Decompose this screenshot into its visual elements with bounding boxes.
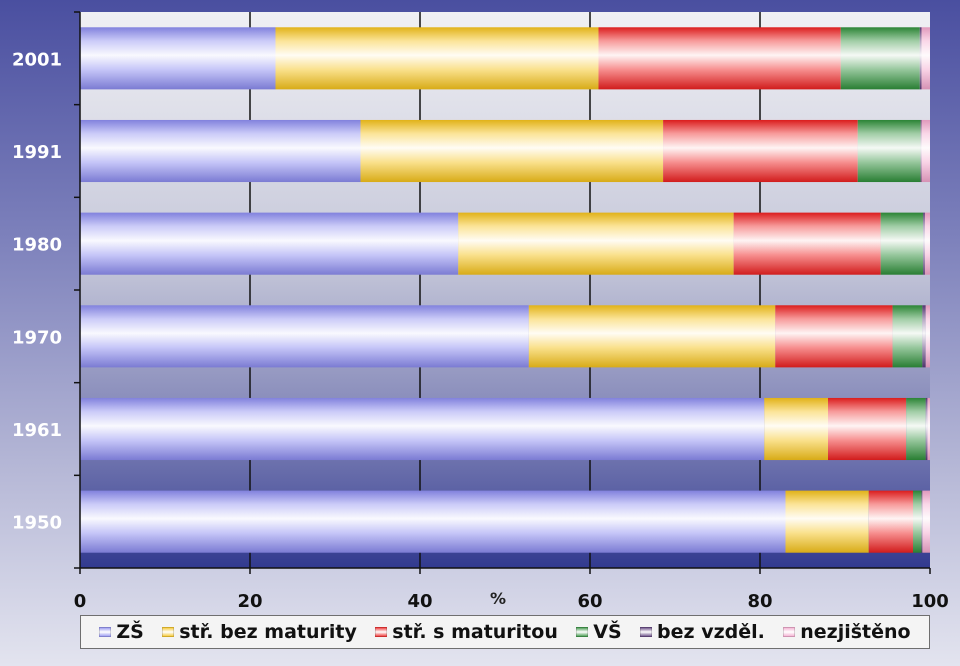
legend-item: stř. s maturitou xyxy=(375,621,558,643)
bar-1950-series-2 xyxy=(868,490,913,553)
x-tick-label: 100 xyxy=(911,591,949,612)
legend-swatch xyxy=(576,627,589,637)
bar-1991-series-5 xyxy=(921,119,930,183)
legend-item: nezjištěno xyxy=(783,621,911,643)
bar-1970-series-3 xyxy=(892,305,923,368)
bar-1961-series-3 xyxy=(906,397,926,461)
category-label: 1970 xyxy=(12,327,62,348)
legend-item: bez vzděl. xyxy=(640,621,765,643)
bar-1970-series-4 xyxy=(922,305,926,368)
bar-1961-series-4 xyxy=(925,397,928,461)
legend-swatch xyxy=(99,627,112,637)
bar-1961-series-5 xyxy=(927,397,930,461)
category-label: 1991 xyxy=(12,142,62,163)
plot-area xyxy=(80,12,930,568)
x-axis: 0 20 40 60 80 100 xyxy=(74,11,949,612)
legend: ZŠ stř. bez maturity stř. s maturitou VŠ bez… xyxy=(80,615,930,649)
legend-label: nezjištěno xyxy=(800,621,911,643)
bar-1991-series-2 xyxy=(663,119,858,183)
legend-swatch xyxy=(783,627,796,637)
bar-1991-series-1 xyxy=(360,119,664,183)
grid-lines xyxy=(249,12,761,568)
bar-2001-series-3 xyxy=(840,27,920,90)
legend-item: stř. bez maturity xyxy=(162,621,357,643)
legend-label: ZŠ xyxy=(116,621,144,643)
legend-swatch xyxy=(162,627,175,637)
category-label: 1980 xyxy=(12,235,62,256)
legend-label: stř. bez maturity xyxy=(179,621,357,643)
bar-2001-series-5 xyxy=(921,27,930,90)
x-tick-label: 60 xyxy=(577,591,602,612)
bar-1980-series-5 xyxy=(924,212,930,275)
legend-swatch xyxy=(375,627,388,637)
legend-label: bez vzděl. xyxy=(657,621,765,643)
x-tick-label: 0 xyxy=(74,591,87,612)
x-axis-label: % xyxy=(490,589,506,608)
bar-1950-series-4 xyxy=(921,490,923,553)
x-tick-label: 20 xyxy=(237,591,262,612)
bar-1950-series-1 xyxy=(785,490,869,553)
bar-1970-series-0 xyxy=(80,305,529,368)
bar-1970-series-2 xyxy=(775,305,893,368)
category-label: 1950 xyxy=(12,513,62,534)
legend-label: stř. s maturitou xyxy=(392,621,558,643)
bar-1950-series-3 xyxy=(913,490,922,553)
bar-1980-series-0 xyxy=(80,212,459,275)
bar-1950-series-5 xyxy=(922,490,930,553)
bar-1980-series-2 xyxy=(733,212,881,275)
bar-2001-series-4 xyxy=(919,27,922,90)
bar-1980-series-4 xyxy=(923,212,925,275)
bar-1970-series-1 xyxy=(528,305,776,368)
x-tick-label: 80 xyxy=(747,591,772,612)
bar-1961-series-2 xyxy=(828,397,907,461)
legend-label: VŠ xyxy=(593,621,622,643)
bar-2001-series-1 xyxy=(275,27,599,90)
bar-2001-series-2 xyxy=(598,27,841,90)
legend-item: VŠ xyxy=(576,621,622,643)
bar-1950-series-0 xyxy=(80,490,786,553)
bar-1991-series-4 xyxy=(920,119,922,183)
bar-1980-series-1 xyxy=(458,212,734,275)
bar-1970-series-5 xyxy=(925,305,930,368)
category-label: 1961 xyxy=(12,420,62,441)
bar-2001-series-0 xyxy=(80,27,276,90)
x-tick-label: 40 xyxy=(407,591,432,612)
legend-swatch xyxy=(640,627,653,637)
bar-1991-series-3 xyxy=(857,119,921,183)
bar-1991-series-0 xyxy=(80,119,361,183)
category-labels: 2001 1991 1980 1970 1961 1950 xyxy=(12,49,62,533)
bar-1961-series-1 xyxy=(764,397,828,461)
bar-1980-series-3 xyxy=(880,212,924,275)
bars xyxy=(80,27,930,553)
legend-item: ZŠ xyxy=(99,621,144,643)
category-label: 2001 xyxy=(12,49,62,70)
bar-1961-series-0 xyxy=(80,397,765,461)
